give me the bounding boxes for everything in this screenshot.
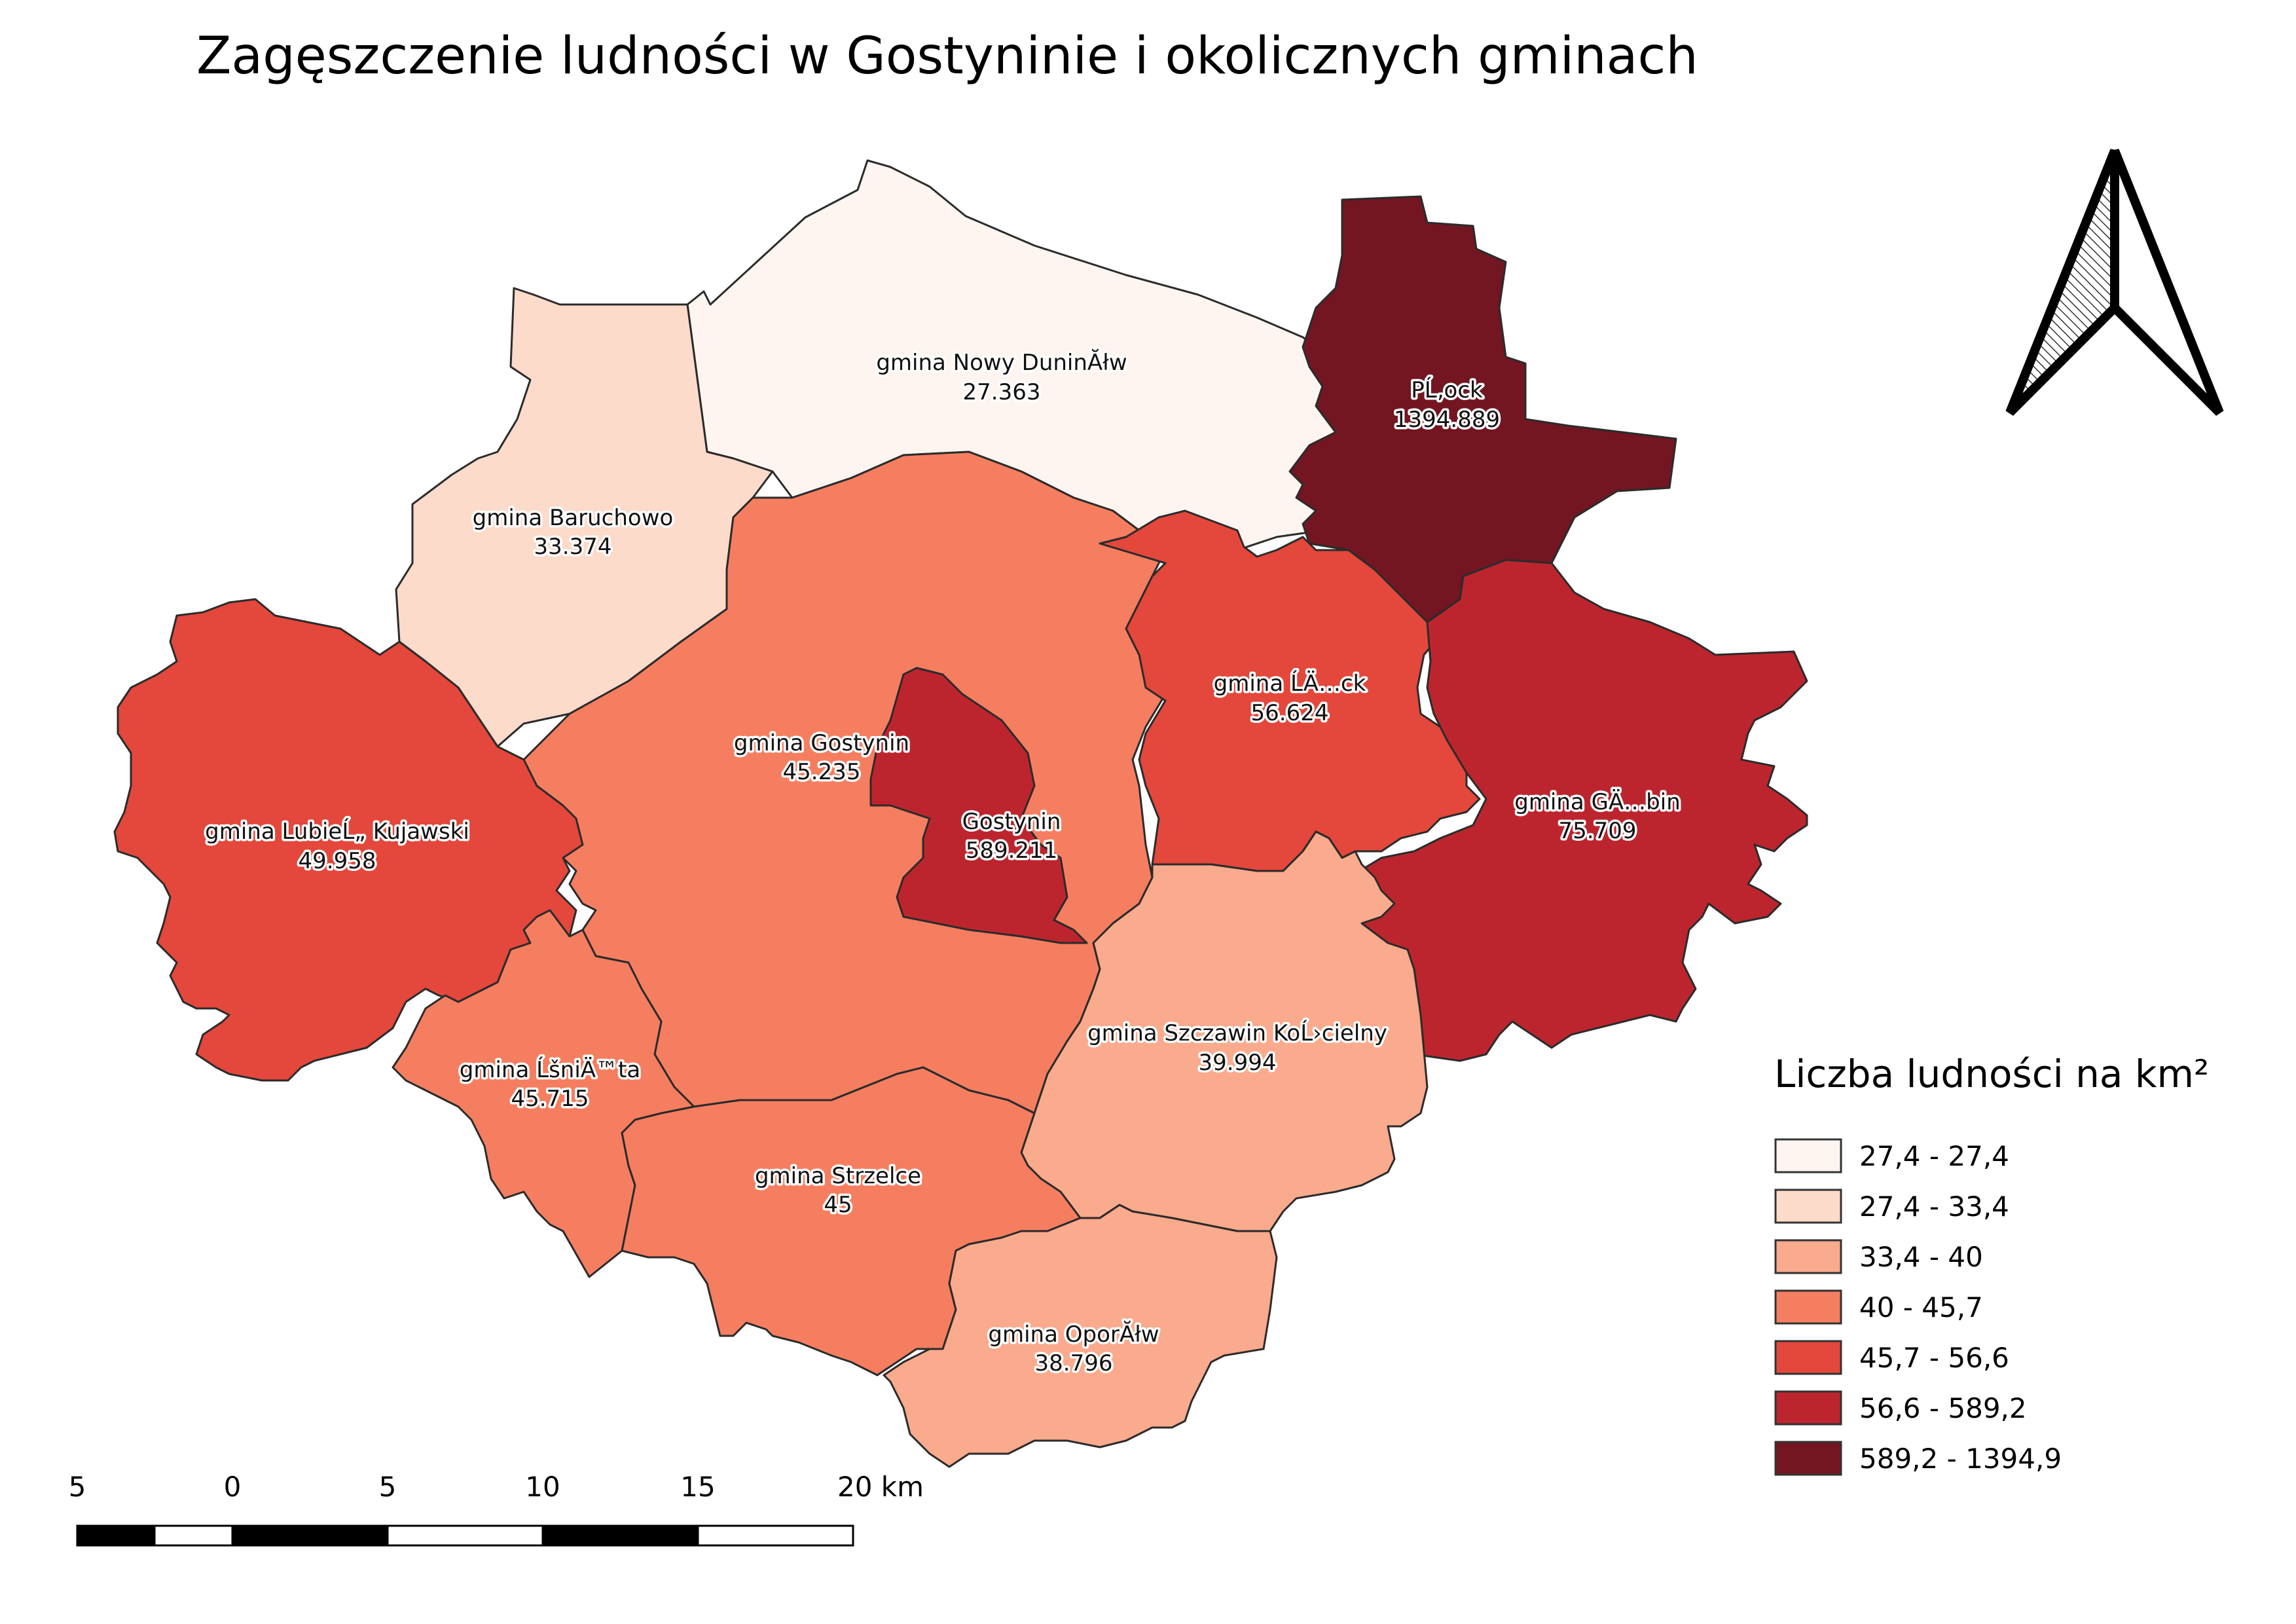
scale-label: 15 xyxy=(680,1471,715,1503)
legend-swatch xyxy=(1774,1189,1842,1224)
label-gabin-value: 75.709 xyxy=(1559,818,1637,844)
label-baruchowo-name: gmina Baruchowo xyxy=(473,505,674,531)
scale-segment xyxy=(541,1524,699,1547)
label-szczawin-value: 39.994 xyxy=(1199,1050,1277,1076)
legend-label: 45,7 - 56,6 xyxy=(1859,1342,2009,1374)
region-labels: gmina Nowy DuninĂłw 27.363 gmina Barucho… xyxy=(203,347,1683,1379)
label-sniecta-value: 45.715 xyxy=(511,1086,589,1112)
legend-label: 56,6 - 589,2 xyxy=(1859,1392,2027,1424)
north-arrow-icon xyxy=(2005,149,2224,416)
label-nowy-duninow-value: 27.363 xyxy=(963,379,1041,405)
label-lack-name: gmina ĹÄ…ck xyxy=(1214,670,1366,697)
map-title: Zagęszczenie ludności w Gostyninie i oko… xyxy=(196,27,1698,86)
label-gostynin-gmina-name: gmina Gostynin xyxy=(734,730,909,756)
scale-label: 5 xyxy=(69,1471,86,1503)
label-plock-value: 1394.889 xyxy=(1394,407,1500,433)
label-lubien-value: 49.958 xyxy=(299,848,376,874)
label-lubien-name: gmina LubieĹ„ Kujawski xyxy=(205,818,469,845)
scale-bar: 5 0 5 10 15 20 km xyxy=(69,1471,924,1547)
legend-swatch xyxy=(1774,1441,1842,1476)
label-strzelce-name: gmina Strzelce xyxy=(755,1163,921,1189)
legend-swatch xyxy=(1774,1239,1842,1274)
label-strzelce-value: 45 xyxy=(824,1192,852,1218)
region-gostynin[interactable] xyxy=(869,667,1088,944)
region-oporow[interactable] xyxy=(883,1204,1278,1468)
legend-label: 27,4 - 27,4 xyxy=(1859,1140,2009,1172)
region-baruchowo[interactable] xyxy=(395,287,774,748)
label-sniecta-name: gmina ĹšniÄ™ta xyxy=(460,1056,640,1083)
legend: Liczba ludności na km² 27,4 - 27,4 27,4 -… xyxy=(1774,1052,2209,1476)
legend-label: 589,2 - 1394,9 xyxy=(1859,1443,2062,1475)
region-strzelce[interactable] xyxy=(621,1066,1082,1376)
legend-title: Liczba ludności na km² xyxy=(1774,1052,2209,1096)
region-szczawin[interactable] xyxy=(1020,830,1429,1232)
label-lack-value: 56.624 xyxy=(1251,700,1329,726)
label-gabin-name: gmina GÄ…bin xyxy=(1514,789,1681,815)
region-sniecta[interactable] xyxy=(392,909,695,1278)
region-lack[interactable] xyxy=(1099,509,1481,872)
scale-segment xyxy=(153,1524,234,1547)
legend-label: 40 - 45,7 xyxy=(1859,1291,1983,1323)
scale-segment xyxy=(231,1524,389,1547)
scale-segment xyxy=(76,1524,156,1547)
legend-swatch xyxy=(1774,1138,1842,1173)
label-oporow-value: 38.796 xyxy=(1035,1350,1113,1376)
label-nowy-duninow-name: gmina Nowy DuninĂłw xyxy=(876,349,1127,376)
scale-segment xyxy=(386,1524,544,1547)
label-szczawin-name: gmina Szczawin KoĹ›cielny xyxy=(1087,1020,1387,1046)
region-lubien[interactable] xyxy=(113,598,584,1082)
label-oporow-name: gmina OporĂłw xyxy=(988,1321,1159,1348)
label-gostynin-name: Gostynin xyxy=(962,809,1061,835)
label-plock-name: PĹ‚ock xyxy=(1411,377,1483,403)
scale-label: 10 xyxy=(525,1471,560,1503)
label-gostynin-gmina-value: 45.235 xyxy=(783,759,861,785)
legend-label: 27,4 - 33,4 xyxy=(1859,1190,2009,1223)
scale-label: 0 xyxy=(224,1471,242,1503)
legend-swatch xyxy=(1774,1289,1842,1325)
legend-label: 33,4 - 40 xyxy=(1859,1241,1983,1273)
regions-layer xyxy=(113,159,1808,1468)
legend-swatch xyxy=(1774,1390,1842,1426)
label-baruchowo-value: 33.374 xyxy=(534,534,612,560)
label-gostynin-value: 589.211 xyxy=(966,838,1058,864)
scale-segment xyxy=(697,1524,854,1547)
legend-swatch xyxy=(1774,1340,1842,1375)
scale-label: 20 km xyxy=(837,1471,924,1503)
scale-label: 5 xyxy=(379,1471,397,1503)
